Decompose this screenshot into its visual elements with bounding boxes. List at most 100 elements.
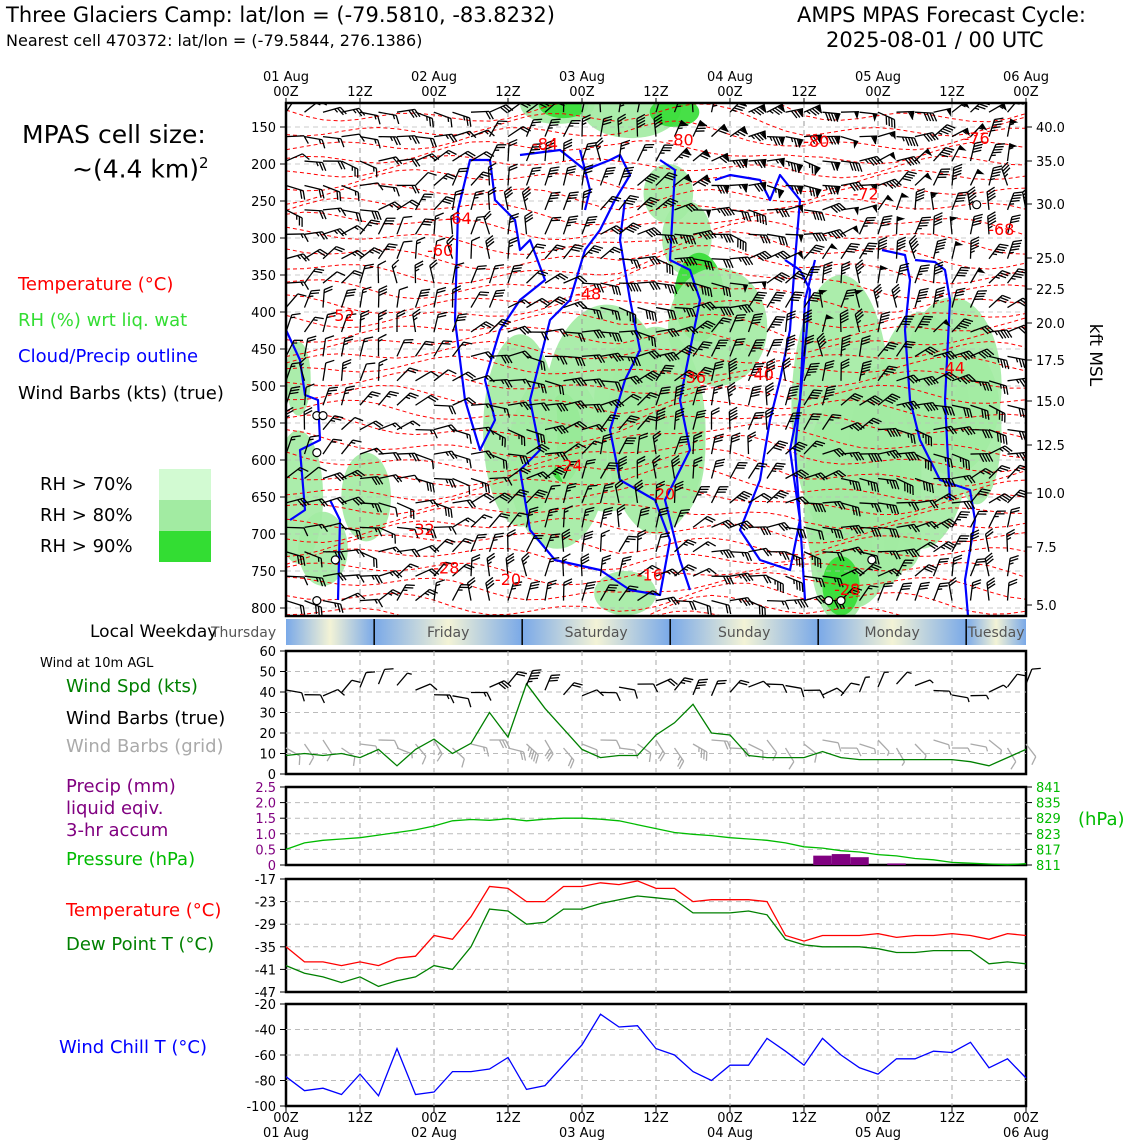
isotherm-label: -64 — [446, 209, 472, 228]
wind-barb — [507, 489, 529, 504]
wind-barb-grid — [600, 739, 621, 749]
wind-barb — [617, 113, 627, 137]
wind-barb — [655, 233, 678, 245]
wind-barb — [969, 213, 983, 235]
wind-barb — [914, 453, 932, 472]
bottom-hour-label: 12Z — [495, 1111, 521, 1126]
wind-barb — [618, 222, 642, 235]
isotherm-label: -84 — [532, 134, 558, 153]
wind-barb — [710, 384, 724, 406]
wind-barb — [949, 216, 959, 235]
wind-barb — [470, 190, 485, 211]
wind-barb — [854, 308, 864, 333]
calm-circle — [867, 555, 877, 565]
windchill-label: Wind Chill T (°C) — [59, 1037, 207, 1058]
wind-barb — [636, 529, 647, 552]
wind-barb — [470, 514, 493, 528]
isotherm — [286, 399, 1026, 430]
wind-barb — [655, 407, 666, 430]
wind-barb — [303, 289, 321, 308]
wind-barb — [933, 493, 957, 504]
wind-barb — [304, 135, 326, 149]
wind-barb-grid — [618, 747, 639, 759]
wind-barb — [785, 441, 808, 455]
wind-barb — [914, 581, 930, 601]
wind-barb — [429, 259, 438, 284]
wind-barb — [286, 466, 309, 480]
wind-barb — [877, 365, 898, 382]
wind-barb — [655, 197, 679, 211]
wind-barb — [452, 111, 472, 127]
wind-barb — [1006, 143, 1018, 162]
top-hour-label: 12Z — [347, 85, 373, 100]
wind-barb — [877, 393, 901, 406]
wind-barb — [452, 130, 477, 139]
wind-barb — [674, 325, 699, 335]
wind-barb — [581, 306, 603, 320]
cell-size-value: ~(4.4 km)2 — [72, 154, 209, 184]
wind-barb — [710, 360, 725, 381]
wind-barb — [452, 371, 476, 382]
wind-barb — [748, 600, 766, 616]
isotherm-label: -60 — [427, 241, 453, 260]
wind-barb — [988, 380, 1009, 395]
wind-barb-true — [766, 683, 788, 693]
wind-barb — [637, 331, 657, 347]
wind-barb — [359, 209, 382, 221]
wind-barb — [748, 158, 767, 169]
wind-barb-grid — [951, 747, 971, 753]
wind-barb-true — [858, 676, 870, 693]
isotherm — [286, 280, 1026, 314]
bottom-hour-label: 00Z — [1013, 1111, 1039, 1126]
wind-barb — [304, 523, 329, 533]
temp-label: Temperature (°C) — [66, 900, 222, 921]
wind-barb-grid — [378, 739, 399, 749]
wind-barb-grid — [507, 747, 527, 761]
isotherm-label: -24 — [557, 456, 583, 475]
wind-barb — [747, 339, 766, 357]
kft-axis-label: kft MSL — [1085, 324, 1105, 387]
wind-barb — [692, 174, 711, 187]
wind-barb — [785, 184, 804, 195]
wind-barb — [896, 400, 921, 411]
kft-tick-label: 10.0 — [1036, 487, 1065, 502]
calm-circle — [824, 595, 834, 606]
wind-barb — [877, 151, 896, 162]
precip-label-2: liquid eqiv. — [66, 798, 164, 819]
weekday-name: Monday — [865, 625, 920, 641]
wind-barb — [747, 411, 765, 430]
wind-barb — [692, 567, 717, 577]
wind-barb-grid — [784, 747, 795, 770]
isotherm — [286, 517, 1026, 544]
wind-barb — [488, 264, 505, 284]
wind-barb — [489, 492, 513, 504]
wind-barb — [655, 328, 680, 338]
cloud-outline-segment — [784, 259, 812, 601]
wind-barb — [599, 414, 620, 431]
wind-barb — [748, 209, 767, 226]
bottom-hour-label: 00Z — [273, 1111, 299, 1126]
wind-barb — [877, 130, 896, 140]
wind-barb — [359, 160, 378, 178]
wind-barb — [322, 415, 344, 431]
windchill-line — [285, 1013, 1027, 1098]
wind-barb — [378, 201, 403, 211]
wind-barb — [562, 482, 577, 504]
wind-barb — [765, 406, 775, 430]
wind-barb — [1006, 118, 1019, 137]
wind-barb — [452, 537, 474, 553]
wind-barb — [951, 350, 976, 361]
wind-barb — [341, 107, 366, 117]
wind-barb — [378, 390, 399, 406]
wind-barb-true — [470, 691, 492, 701]
wind-barb — [359, 263, 374, 284]
bottom-date-label: 03 Aug — [559, 1126, 605, 1140]
y-tick-label: 2.5 — [255, 781, 276, 796]
wind-barb — [433, 502, 453, 518]
weekday-segment — [522, 619, 671, 645]
wind-barb-true — [341, 679, 361, 693]
wind-barb — [877, 550, 901, 560]
wind-barb — [618, 306, 637, 324]
wind-barb — [914, 375, 939, 386]
